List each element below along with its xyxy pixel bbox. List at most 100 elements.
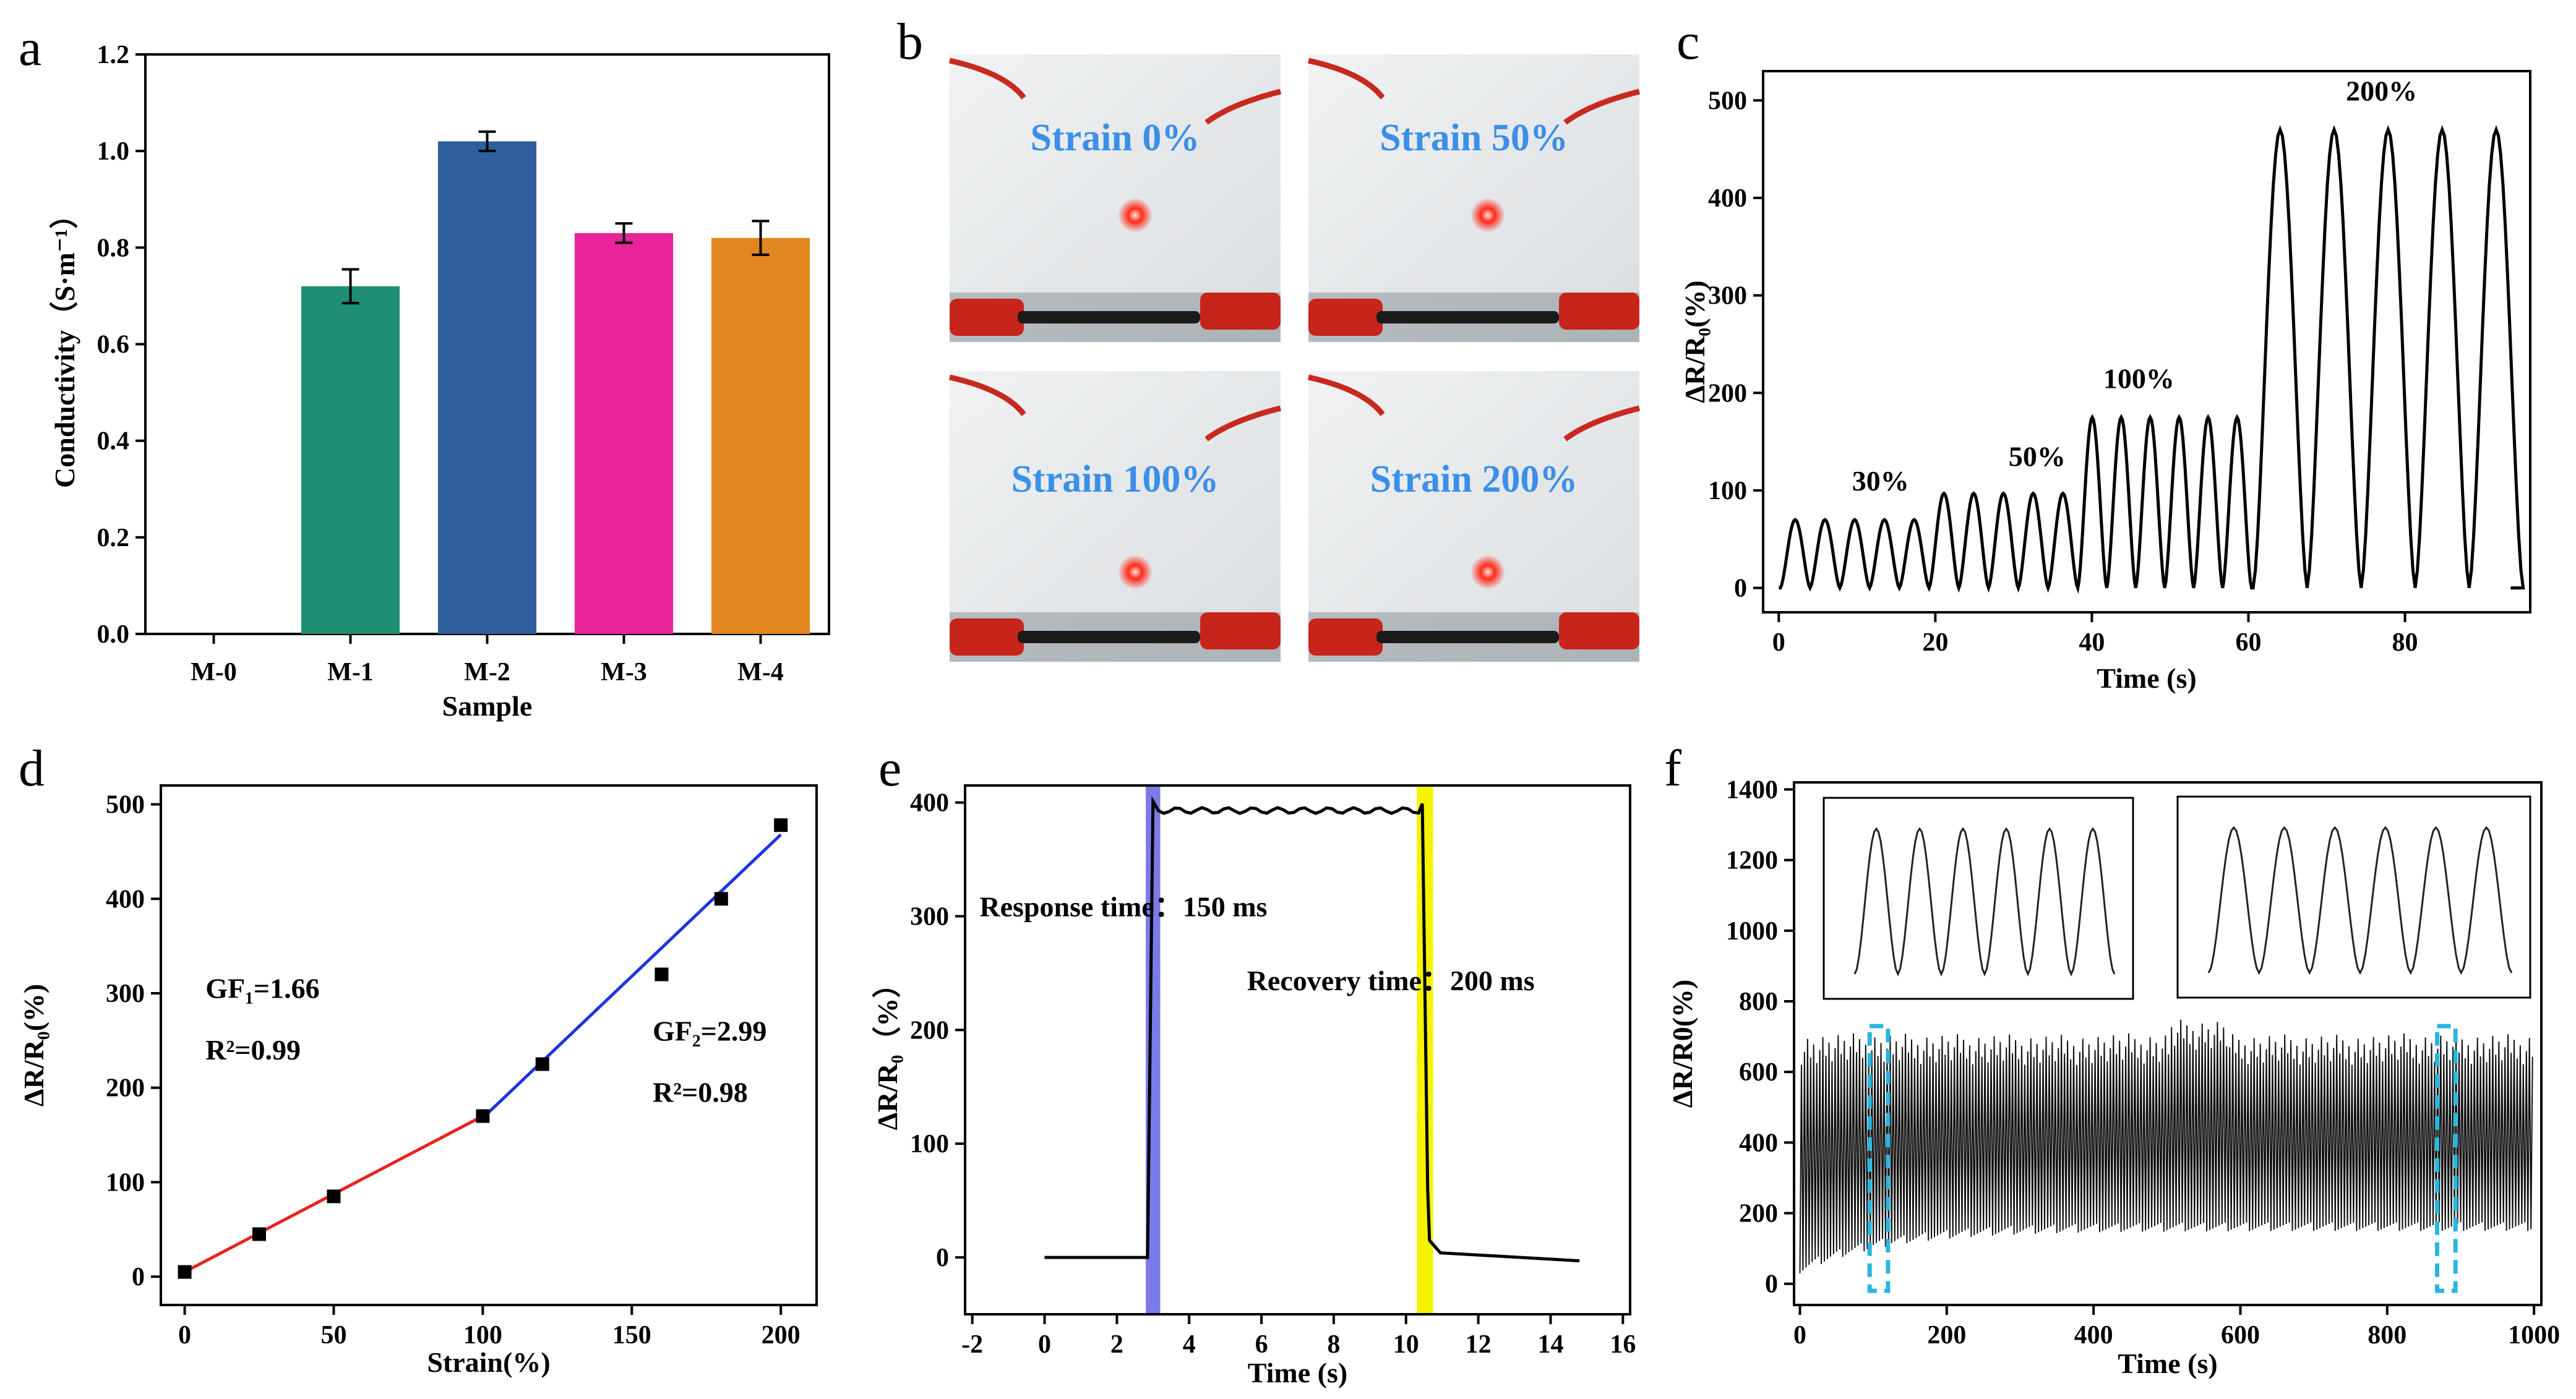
y-tick-label: 0.8	[97, 234, 130, 262]
strain-caption: Strain 200%	[1370, 458, 1578, 500]
x-axis-label: Sample	[442, 690, 533, 722]
y-tick-label: 0	[1734, 575, 1747, 603]
y-tick-label: 1400	[1726, 776, 1778, 804]
x-axis-label: Time (s)	[2118, 1348, 2217, 1379]
y-axis-label: Conductivity（S·m⁻¹）	[49, 200, 80, 488]
strain-annotation: 100%	[2103, 362, 2175, 394]
y-tick-label: 800	[1739, 988, 1778, 1016]
y-axis-label: ΔR/R0(%)	[1667, 980, 1698, 1108]
panel-label-e: e	[878, 740, 901, 797]
y-tick-label: 0.6	[97, 331, 130, 359]
alligator-clip	[1308, 618, 1383, 656]
red-wire	[1308, 58, 1385, 100]
y-tick-label: 200	[1739, 1200, 1778, 1228]
zoom-highlight-box	[2434, 1024, 2458, 1293]
x-tick-label: M-0	[191, 658, 237, 687]
panel-f-cycling-chart: 0 200 400 600 800 1000 0 200 400 600 800 1000 1200 14…	[1667, 776, 2560, 1379]
strain-caption: Strain 50%	[1380, 117, 1568, 159]
gf1-r2: R²=0.99	[205, 1034, 301, 1066]
alligator-clip	[1200, 293, 1281, 330]
y-tick-label: 1.0	[97, 137, 130, 166]
x-tick-label: M-1	[327, 658, 374, 687]
y-tick-label: 100	[1708, 477, 1747, 505]
photo-tile: Strain 100%	[949, 371, 1282, 662]
y-tick-label: 400	[910, 789, 949, 818]
zoom-inset	[1823, 797, 2134, 1000]
x-tick-label: M-3	[601, 658, 647, 687]
conductive-strip	[1018, 631, 1200, 643]
photo-tile: Strain 50%	[1308, 54, 1641, 342]
x-tick-label: 0	[178, 1321, 191, 1350]
panel-label-b: b	[897, 13, 923, 71]
alligator-clip	[950, 299, 1024, 336]
red-wire	[1563, 405, 1641, 442]
data-point	[327, 1189, 341, 1204]
conductive-strip	[1376, 311, 1559, 323]
inset-trace	[1853, 827, 2116, 977]
y-tick-label: 200	[910, 1016, 949, 1045]
x-tick-label: 40	[2079, 628, 2105, 657]
x-tick-label: M-4	[737, 658, 784, 687]
x-tick-label: 20	[1922, 628, 1948, 657]
strain-caption: Strain 0%	[1031, 117, 1200, 159]
bar	[437, 141, 537, 635]
strain-annotation: 200%	[2346, 75, 2417, 106]
axes-frame	[1793, 781, 2543, 1306]
inset-frame	[2176, 795, 2531, 999]
led-glow	[1118, 198, 1153, 233]
axes-frame	[964, 784, 1631, 1316]
cycling-trace	[1799, 1019, 2533, 1273]
x-tick-label: 12	[1466, 1330, 1492, 1359]
panel-label-a: a	[19, 19, 41, 77]
inset-frame	[1823, 797, 2134, 1000]
y-tick-label: 300	[910, 902, 949, 931]
alligator-clip	[1559, 293, 1639, 330]
y-tick-label: 1.2	[97, 41, 130, 69]
x-tick-label: 50	[320, 1321, 346, 1350]
conductive-strip	[1376, 631, 1559, 643]
strain-annotation: 30%	[1852, 465, 1909, 497]
y-tick-label: 300	[106, 980, 145, 1008]
x-tick-label: 400	[2074, 1321, 2113, 1350]
x-tick-label: 80	[2392, 628, 2418, 657]
x-tick-label: 8	[1327, 1330, 1340, 1359]
panel-label-c: c	[1677, 13, 1699, 71]
y-tick-label: 0	[132, 1263, 145, 1291]
x-tick-label: 10	[1393, 1330, 1419, 1359]
y-tick-label: 200	[106, 1074, 145, 1103]
strain-annotation: 50%	[2009, 441, 2066, 473]
x-tick-label: 100	[463, 1321, 502, 1350]
photo-tile: Strain 0%	[949, 54, 1282, 342]
led-glow	[1470, 198, 1505, 233]
panel-label-f: f	[1664, 740, 1681, 797]
x-axis-label: Strain(%)	[427, 1346, 550, 1378]
panel-c-line-chart: 0 20 40 60 80 0 100 200 300 400 500 30% 50% 100% 200% T…	[1679, 70, 2531, 694]
red-wire	[1204, 405, 1282, 442]
y-tick-label: 300	[1708, 282, 1747, 310]
x-tick-label: M-2	[464, 658, 510, 687]
y-tick-label: 0.4	[97, 427, 130, 456]
y-tick-label: 500	[1708, 87, 1747, 115]
inset-trace	[2207, 826, 2513, 975]
y-tick-label: 0.2	[97, 524, 130, 552]
y-tick-label: 400	[106, 885, 145, 913]
panel-b-photo-grid: Strain 0% Strain 50% Strain 100% Strain 200…	[949, 54, 1641, 662]
x-tick-label: 16	[1610, 1330, 1636, 1359]
x-tick-label: 0	[1772, 628, 1785, 657]
data-point	[476, 1109, 490, 1123]
photo-tile: Strain 200%	[1308, 371, 1641, 662]
resistance-trace	[1779, 125, 2525, 594]
x-tick-label: -2	[961, 1330, 983, 1359]
x-tick-label: 14	[1537, 1330, 1563, 1359]
y-tick-label: 1200	[1726, 847, 1778, 875]
x-tick-label: 1000	[2508, 1321, 2560, 1350]
zoom-inset	[2176, 795, 2531, 999]
response-trace	[1044, 795, 1580, 1263]
x-tick-label: 4	[1183, 1330, 1196, 1359]
y-tick-label: 500	[106, 791, 145, 819]
axes-frame	[1762, 70, 2531, 614]
x-tick-label: 0	[1793, 1321, 1806, 1350]
panel-d-scatter-fit: 0 50 100 150 200 0 100 200 300 400 500 GF₁=1.66 R²=0…	[18, 784, 818, 1378]
panel-label-d: d	[19, 740, 45, 797]
data-point	[714, 892, 728, 906]
